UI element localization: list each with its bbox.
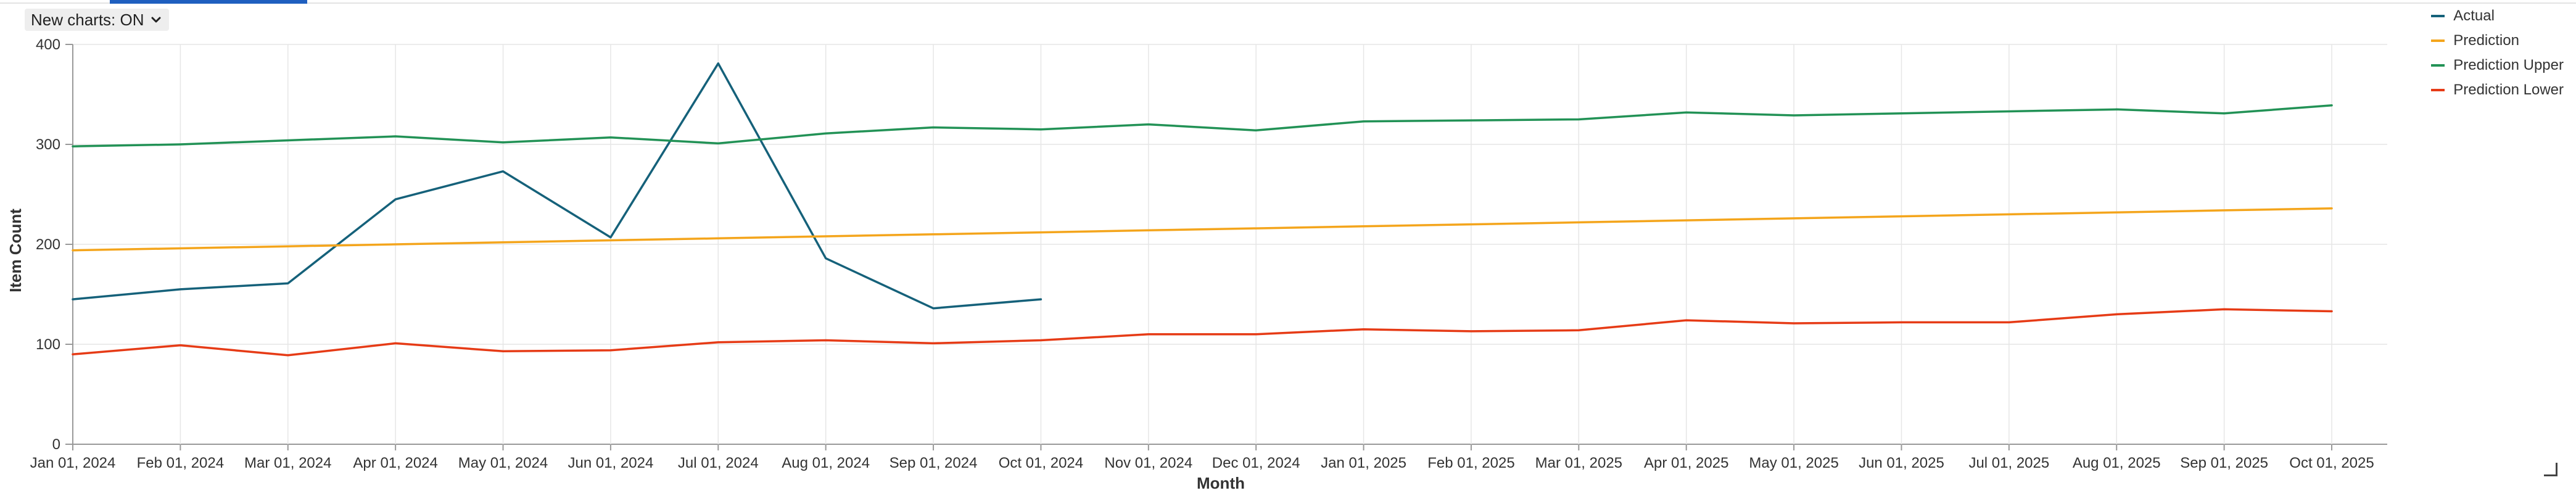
legend-label: Prediction Upper: [2453, 57, 2564, 73]
legend-item-prediction-upper[interactable]: Prediction Upper: [2431, 57, 2564, 74]
series-line-prediction-lower: [72, 308, 2333, 357]
x-tick-label: Mar 01, 2024: [244, 455, 331, 471]
x-tick-label: Jan 01, 2025: [1321, 455, 1406, 471]
x-tick-label: Jan 01, 2024: [30, 455, 116, 471]
y-axis-label: Item Count: [6, 209, 25, 292]
legend-swatch: [2431, 15, 2445, 17]
x-tick-label: Jun 01, 2024: [568, 455, 654, 471]
legend-swatch: [2431, 39, 2445, 42]
legend-swatch: [2431, 64, 2445, 67]
top-border: [0, 2, 2576, 4]
legend-item-prediction[interactable]: Prediction: [2431, 32, 2564, 49]
series-line-prediction: [72, 207, 2333, 252]
legend-swatch: [2431, 89, 2445, 91]
y-tick-label: 0: [52, 436, 60, 453]
legend-label: Actual: [2453, 7, 2495, 24]
x-tick-label: Apr 01, 2024: [353, 455, 437, 471]
x-tick-label: Aug 01, 2024: [782, 455, 870, 471]
x-tick-label: Oct 01, 2025: [2289, 455, 2374, 471]
x-tick-label: Dec 01, 2024: [1212, 455, 1300, 471]
x-tick-label: May 01, 2024: [458, 455, 548, 471]
resize-handle-icon[interactable]: [2544, 463, 2557, 476]
legend-label: Prediction: [2453, 32, 2519, 49]
x-tick-label: Aug 01, 2025: [2073, 455, 2161, 471]
y-tick-label: 400: [36, 36, 60, 53]
new-charts-toggle-label: New charts: ON: [31, 10, 144, 29]
y-tick-label: 200: [36, 236, 60, 253]
chart-legend: Actual Prediction Prediction Upper Predicti…: [2431, 7, 2564, 99]
x-tick-label: Sep 01, 2025: [2180, 455, 2268, 471]
x-tick-label: Nov 01, 2024: [1104, 455, 1192, 471]
chevron-down-icon: [149, 13, 163, 27]
x-tick-label: Jul 01, 2024: [678, 455, 759, 471]
new-charts-toggle[interactable]: New charts: ON: [25, 9, 169, 31]
x-axis-label: Month: [1197, 474, 1245, 492]
x-tick-label: Jul 01, 2025: [1968, 455, 2049, 471]
x-tick-label: Oct 01, 2024: [999, 455, 1083, 471]
x-tick-label: Sep 01, 2024: [890, 455, 978, 471]
y-tick-label: 300: [36, 136, 60, 153]
legend-item-prediction-lower[interactable]: Prediction Lower: [2431, 81, 2564, 99]
x-tick-label: May 01, 2025: [1749, 455, 1838, 471]
x-tick-label: Mar 01, 2025: [1535, 455, 1622, 471]
x-tick-label: Apr 01, 2025: [1644, 455, 1728, 471]
y-tick-label: 100: [36, 336, 60, 353]
series-line-actual: [72, 62, 1042, 310]
legend-item-actual[interactable]: Actual: [2431, 7, 2564, 25]
legend-label: Prediction Lower: [2453, 81, 2564, 98]
active-tab-indicator[interactable]: [110, 0, 307, 4]
x-tick-label: Feb 01, 2025: [1427, 455, 1514, 471]
x-tick-label: Jun 01, 2025: [1859, 455, 1944, 471]
series-line-prediction-upper: [72, 104, 2333, 147]
x-tick-label: Feb 01, 2024: [137, 455, 224, 471]
